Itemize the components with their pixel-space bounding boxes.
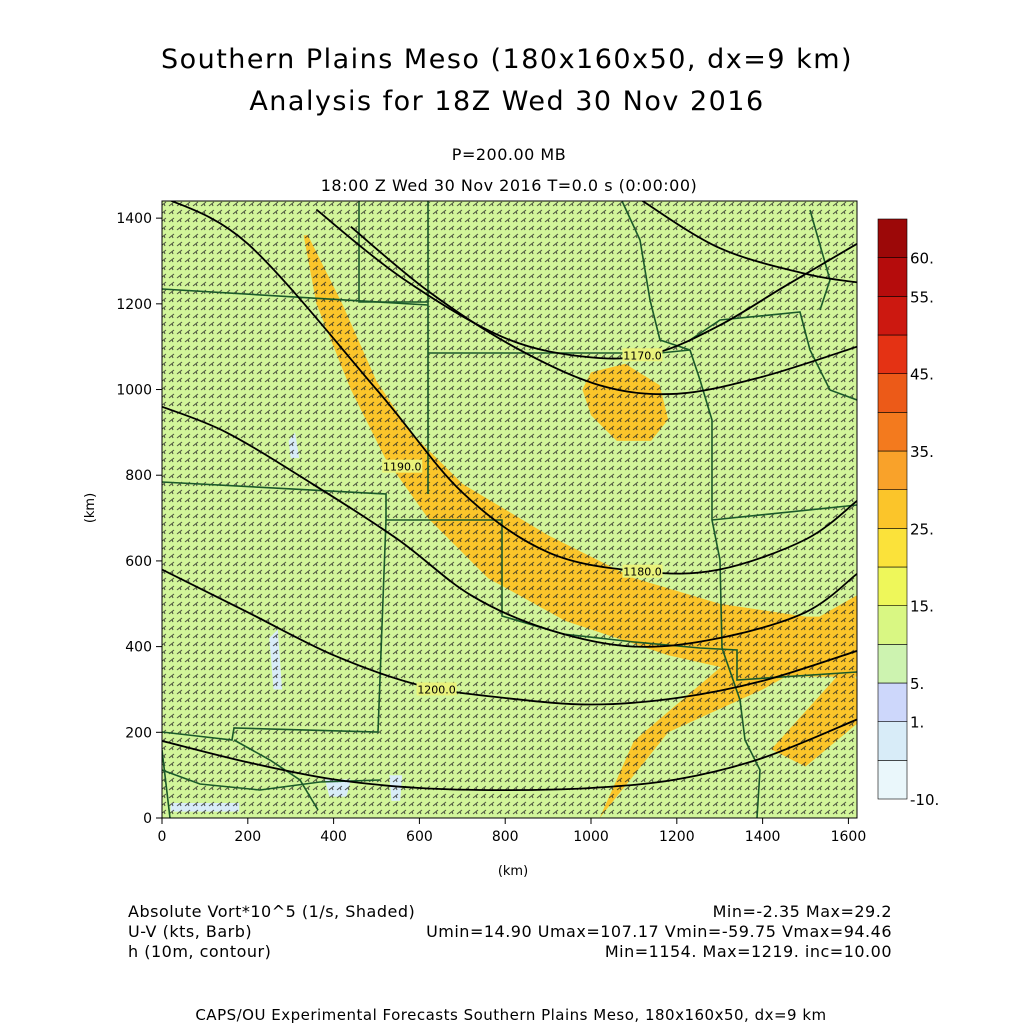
colorbar-swatch (877, 528, 908, 568)
colorbar-swatch (877, 257, 908, 297)
colorbar-swatch (877, 605, 908, 645)
height-contour-0 (169, 201, 857, 575)
colorbar-tick-label: 5. (910, 675, 924, 693)
colorbar-swatch (877, 644, 908, 684)
contour-label-1: 1170.0 (623, 349, 662, 362)
contour-field-label: h (10m, contour) (128, 942, 272, 961)
height-contour-2 (162, 405, 857, 648)
colorbar-swatch (877, 760, 908, 800)
x-tick-label: 0 (158, 829, 167, 845)
colorbar-swatch (877, 218, 908, 258)
height-contour-6 (642, 201, 857, 284)
colorbar-tick-label: 15. (910, 598, 934, 616)
chart-subtitle: Analysis for 18Z Wed 30 Nov 2016 (249, 86, 765, 117)
colorbar-swatch (877, 721, 908, 761)
x-tick-label: 1000 (573, 829, 609, 845)
barb-field-stats: Umin=14.90 Umax=107.17 Vmin=-59.75 Vmax=… (426, 922, 892, 941)
colorbar-tick-label: 1. (910, 714, 924, 732)
colorbar-tick-label: 45. (910, 366, 934, 384)
wind-barbs (162, 201, 857, 818)
contour-label-bg-3 (416, 682, 457, 696)
contour-field-stats: Min=1154. Max=1219. inc=10.00 (604, 942, 892, 961)
height-contour-5 (350, 226, 857, 396)
colorbar-tick-label: 35. (910, 443, 934, 461)
colorbar-swatch (877, 296, 908, 336)
x-axis: 0 200 400 600 800 1000 1200 1400 1600 (158, 818, 867, 845)
contour-label-bg-1 (622, 348, 663, 362)
y-tick-label: 800 (125, 468, 152, 484)
y-tick-label: 1200 (116, 297, 152, 313)
y-tick-label: 0 (143, 811, 152, 827)
y-tick-label: 600 (125, 554, 152, 570)
colorbar-swatch (877, 489, 908, 529)
colorbar-tick-label: 60. (910, 250, 934, 268)
height-contours: 1180.0 1170.0 1190.0 1200.0 (162, 201, 857, 792)
contour-label-0: 1180.0 (623, 566, 662, 579)
x-tick-label: 800 (492, 829, 519, 845)
y-tick-label: 1000 (116, 383, 152, 399)
y-axis: 0 200 400 600 800 1000 1200 1400 (116, 211, 162, 827)
plot-frame (161, 200, 858, 819)
x-tick-label: 1600 (831, 829, 867, 845)
height-contour-1 (315, 208, 857, 360)
pressure-level: P=200.00 MB (451, 145, 567, 164)
y-tick-label: 1400 (116, 211, 152, 227)
shading-field-label: Absolute Vort*10^5 (1/s, Shaded) (128, 902, 416, 921)
x-axis-label: (km) (498, 864, 528, 879)
colorbar-tick-label: -10. (910, 791, 939, 809)
credit-line: CAPS/OU Experimental Forecasts Southern … (195, 1006, 827, 1024)
height-contour-3 (162, 568, 857, 706)
colorbar: -10. 1. 5. 15. 25. 35. 45. 55. 60. (877, 218, 939, 809)
colorbar-swatch (877, 566, 908, 606)
colorbar-swatch (877, 373, 908, 413)
x-tick-label: 1200 (659, 829, 695, 845)
contour-label-bg-0 (622, 564, 663, 578)
colorbar-swatch (877, 412, 908, 452)
contour-label-3: 1200.0 (417, 683, 456, 696)
colorbar-tick-label: 25. (910, 520, 934, 538)
barb-field-label: U-V (kts, Barb) (128, 922, 253, 941)
colorbar-swatch (877, 682, 908, 722)
height-contour-4 (162, 718, 857, 792)
x-tick-label: 600 (406, 829, 433, 845)
x-tick-label: 400 (320, 829, 347, 845)
valid-time: 18:00 Z Wed 30 Nov 2016 T=0.0 s (0:00:00… (320, 176, 698, 195)
shading-field-stats: Min=-2.35 Max=29.2 (712, 902, 892, 921)
y-tick-label: 400 (125, 640, 152, 656)
y-tick-label: 200 (125, 725, 152, 741)
chart-title: Southern Plains Meso (180x160x50, dx=9 k… (160, 44, 854, 75)
colorbar-swatch (877, 334, 908, 374)
colorbar-swatch (877, 450, 908, 490)
colorbar-tick-label: 55. (910, 288, 934, 306)
x-tick-label: 200 (234, 829, 261, 845)
contour-label-2: 1190.0 (383, 461, 422, 474)
y-axis-label: (km) (83, 493, 98, 523)
contour-label-bg-2 (382, 459, 423, 473)
x-tick-label: 1400 (745, 829, 781, 845)
